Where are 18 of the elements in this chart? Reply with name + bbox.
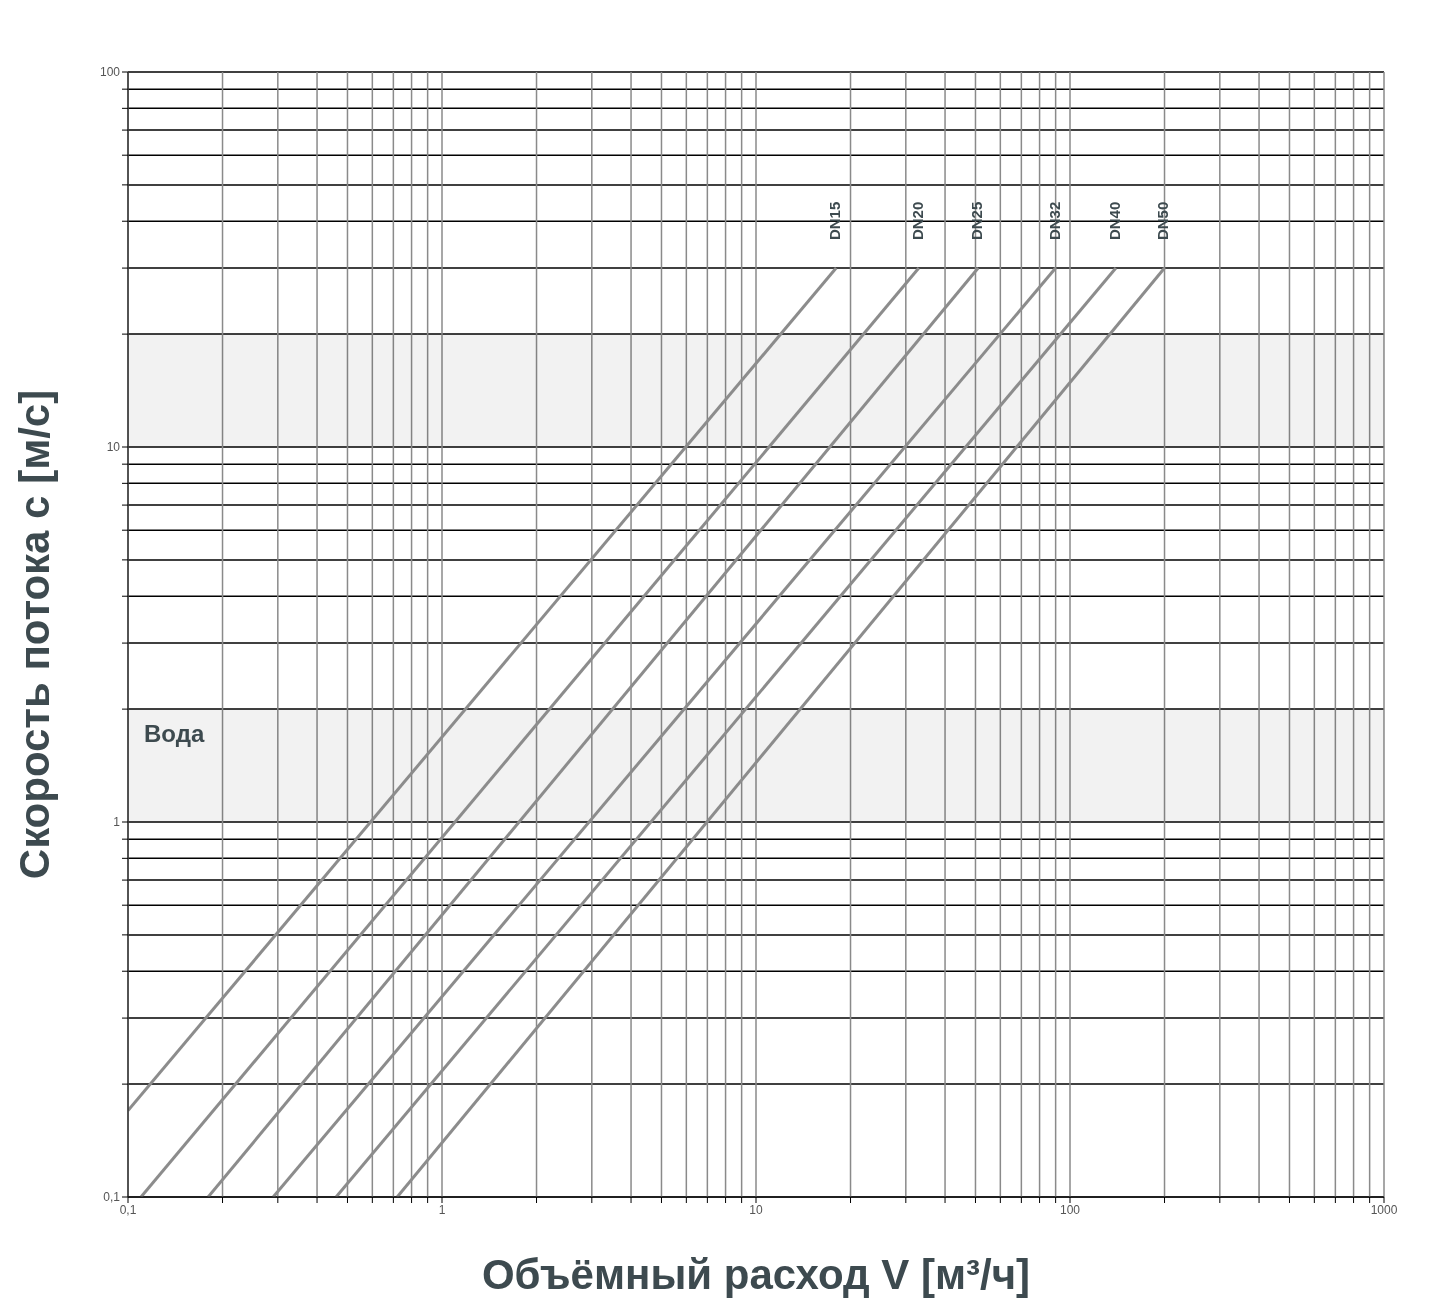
text: DN25 [968,201,986,241]
y-tick-label: 0,1 [103,1190,121,1205]
y-tick-label: 10 [106,440,121,455]
text: DN15 [826,201,844,241]
text: DN50 [1154,201,1172,241]
text: DN20 [908,201,926,241]
y-tick-label: 1 [113,815,121,830]
x-tick-label: 1000 [1370,1202,1398,1217]
x-tick-label: 10 [749,1202,763,1217]
x-tick-label: 0,1 [119,1202,137,1217]
band-label: Вода [144,720,205,748]
x-tick-label: 1 [438,1202,446,1217]
y-axis-title: Скорость потока c [м/с] [10,389,58,880]
text: DN32 [1045,201,1063,241]
x-tick-label: 100 [1059,1202,1081,1217]
x-axis-title: Объёмный расход V [м³/ч] [481,1251,1031,1298]
text: DN40 [1105,201,1123,241]
y-tick-label: 100 [99,65,121,80]
